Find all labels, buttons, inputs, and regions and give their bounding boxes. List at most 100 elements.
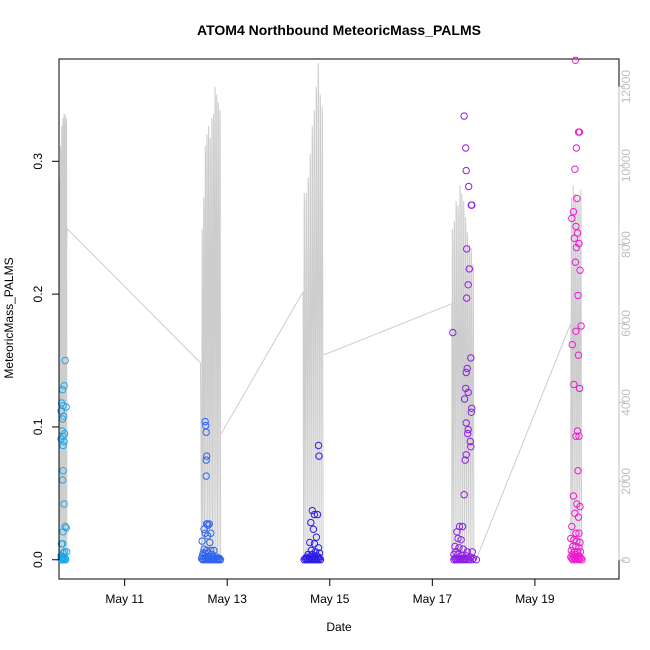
data-point: [61, 556, 70, 564]
data-point: [59, 467, 67, 475]
data-point: [204, 521, 212, 529]
data-point: [316, 556, 325, 564]
data-point: [577, 322, 585, 330]
altitude-line: [58, 62, 583, 561]
data-point: [465, 182, 473, 191]
data-point: [571, 56, 580, 64]
x-tick-label: May 11: [105, 592, 144, 606]
altitude-transit-segment: [220, 291, 304, 435]
altitude-transit-segment: [475, 323, 572, 561]
data-point: [451, 542, 459, 551]
y-tick-label: 0.2: [31, 285, 45, 302]
data-point: [468, 556, 476, 564]
altitude-transit-segment: [323, 303, 452, 356]
data-point: [576, 538, 584, 547]
y-tick-label: 0.1: [31, 418, 45, 435]
data-point: [575, 529, 583, 537]
y-tick-label: 0.3: [31, 153, 45, 170]
data-point: [575, 432, 583, 440]
data-point: [59, 528, 67, 536]
y2-tick-label: 0: [619, 557, 633, 564]
data-point: [463, 294, 471, 302]
data-point: [460, 112, 468, 120]
data-point: [59, 441, 67, 450]
data-point: [460, 556, 468, 564]
data-point: [203, 452, 211, 460]
data-point: [569, 492, 578, 500]
data-point: [574, 554, 582, 563]
data-point: [467, 354, 475, 362]
altitude-transit-segment: [66, 228, 201, 364]
altitude-flight-segment: [302, 62, 324, 561]
data-point: [461, 456, 469, 464]
data-point: [465, 265, 473, 273]
data-point: [202, 428, 210, 436]
data-point: [60, 437, 68, 446]
data-point: [62, 548, 71, 556]
data-point: [313, 510, 322, 519]
y2-tick-label: 10000: [619, 149, 633, 183]
data-point: [571, 258, 580, 266]
y2-tick-label: 4000: [619, 389, 633, 416]
data-point: [462, 144, 470, 152]
y2-tick-label: 2000: [619, 468, 633, 495]
data-point: [573, 194, 581, 203]
data-point: [578, 556, 586, 564]
data-point: [310, 540, 319, 548]
altitude-flight-segment: [200, 86, 222, 561]
plot-frame: [58, 58, 620, 580]
data-point: [570, 234, 579, 243]
data-point: [203, 520, 211, 528]
data-point: [60, 500, 68, 508]
data-point: [201, 529, 209, 537]
data-point: [572, 529, 580, 537]
data-point: [575, 544, 583, 552]
data-point: [466, 437, 474, 446]
data-point: [200, 525, 208, 533]
x-axis: May 11 May 13 May 15 May 17 May 19: [105, 578, 555, 606]
data-points: [57, 56, 586, 564]
data-point: [449, 328, 457, 337]
data-point: [574, 351, 583, 359]
data-point: [314, 441, 323, 450]
data-point: [204, 532, 212, 540]
data-point: [569, 208, 578, 216]
data-point: [306, 538, 314, 547]
y-axis-label: MeteoricMass_PALMS: [2, 257, 16, 378]
y-axis-left: 0.0 0.1 0.2 0.3: [31, 153, 60, 568]
data-point: [457, 536, 465, 544]
data-point: [468, 201, 476, 209]
data-point: [568, 340, 576, 349]
altitude-flight-segment: [58, 114, 68, 561]
data-point: [310, 510, 319, 519]
y2-tick-label: 12000: [619, 70, 633, 104]
data-point: [572, 327, 580, 335]
data-point: [61, 356, 69, 365]
data-point: [198, 537, 206, 545]
data-point: [202, 472, 210, 480]
data-point: [577, 554, 585, 563]
y-axis-right: 0 2000 4000 6000 8000 10000 12000: [618, 70, 633, 564]
data-point: [465, 556, 473, 564]
y-tick-label: 0.0: [31, 551, 45, 568]
data-point: [460, 491, 468, 499]
data-point: [308, 506, 316, 515]
x-tick-label: May 17: [413, 592, 453, 606]
data-point: [574, 291, 582, 300]
x-tick-label: May 13: [208, 592, 248, 606]
data-point: [575, 556, 583, 564]
data-point: [462, 384, 470, 393]
x-axis-label: Date: [326, 620, 352, 634]
data-point: [206, 538, 214, 547]
data-point: [574, 467, 582, 475]
x-tick-label: May 15: [310, 592, 350, 606]
data-point: [216, 556, 225, 564]
data-point: [62, 403, 70, 411]
data-point: [312, 556, 321, 564]
data-point: [213, 556, 221, 564]
data-point: [464, 388, 472, 397]
data-point: [460, 395, 469, 403]
data-point: [307, 518, 315, 527]
data-point: [467, 443, 475, 451]
